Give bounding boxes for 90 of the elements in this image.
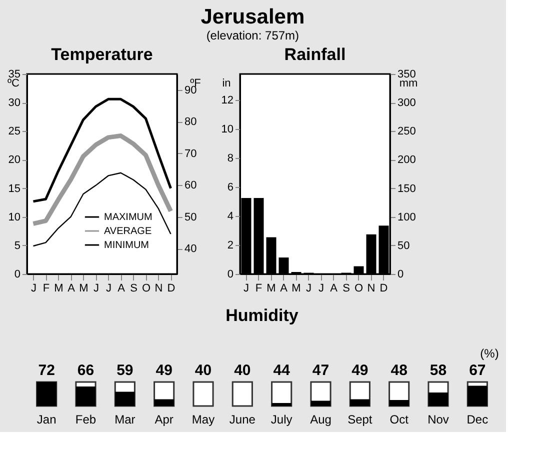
y-tick-label: 20 [8,154,20,166]
x-tick-label: N [154,282,163,294]
data-label: 59 [116,362,134,379]
x-tick-label: J [306,282,312,294]
y-axis-title: ºC [8,78,20,90]
data-label: 47 [312,362,330,379]
y2-tick-label: 40 [184,243,197,256]
y-tick-label: 2 [227,239,234,252]
legend-label: MINIMUM [104,240,149,251]
category-label: Apr [154,412,174,426]
data-label: 40 [234,362,251,379]
data-label: 66 [77,362,94,379]
y2-tick-label: 150 [398,182,416,195]
y-tick-label: 0 [227,268,234,280]
y-tick-label: 10 [221,123,234,136]
line-series [32,172,172,247]
category-label: July [270,412,292,426]
x-tick-label: S [130,282,138,294]
x-tick-label: N [367,282,376,294]
data-label: 44 [273,362,291,379]
data-label: 49 [156,362,172,379]
y-tick-label: 30 [8,97,20,110]
category-label: Sept [348,412,373,426]
x-tick-label: J [318,282,324,294]
line-series [31,133,173,226]
category-label: Mar [114,412,136,426]
y2-tick-label: 0 [398,268,404,280]
x-tick-label: O [354,282,364,294]
chart-title: Temperature [51,45,153,64]
x-tick-label: M [266,282,276,294]
y-tick-label: 8 [227,152,234,164]
data-label: 48 [390,362,408,379]
category-label: Jan [36,412,56,426]
y-tick-label: 4 [227,210,234,222]
y-tick-label: 0 [14,268,20,280]
y-tick-label: 15 [8,182,20,195]
x-tick-label: A [280,282,288,294]
x-tick-label: J [31,282,36,294]
y-axis-title: in [222,78,231,90]
y2-tick-label: 300 [398,97,416,110]
data-label: 67 [469,362,486,379]
category-label: Nov [428,412,449,426]
y2-tick-label: 60 [184,180,197,192]
x-tick-label: M [79,282,88,294]
y2-tick-label: 250 [398,126,416,138]
x-tick-label: A [118,282,126,294]
legend-label: AVERAGE [104,226,152,237]
y2-tick-label: 100 [398,211,416,224]
text: Jerusalem [200,5,305,28]
x-tick-label: D [167,282,176,294]
x-tick-label: J [106,282,112,294]
data-label: 72 [38,362,55,379]
y-tick-label: 12 [221,94,234,106]
line-series [32,98,172,203]
category-label: Dec [466,412,488,426]
x-tick-label: A [330,282,338,294]
x-tick-label: M [54,282,64,294]
data-label: 40 [194,362,212,379]
x-tick-label: J [94,282,99,294]
y2-tick-label: 80 [184,116,197,128]
y-tick-label: 5 [14,240,20,252]
y-tick-label: 25 [8,126,20,138]
text: Humidity [226,306,299,325]
text: (%) [480,346,499,360]
x-tick-label: A [68,282,76,294]
y2-tick-label: 350 [398,68,416,80]
x-tick-label: O [142,282,151,294]
data-label: 58 [430,362,447,379]
category-label: Feb [75,412,96,426]
x-tick-label: J [244,282,249,294]
y2-tick-label: 50 [184,211,197,224]
x-tick-label: M [292,282,301,294]
y2-tick-label: 50 [398,240,410,252]
y2-tick-label: 70 [184,148,197,160]
legend-label: MAXIMUM [104,212,152,223]
x-tick-label: F [255,282,262,294]
x-tick-label: D [380,282,388,294]
category-label: Aug [310,412,332,426]
data-label: 49 [352,362,368,379]
category-label: June [229,412,256,426]
x-tick-label: F [42,282,50,294]
y-tick-label: 6 [227,181,234,194]
text: (elevation: 757m) [206,28,300,42]
chart-title: Rainfall [284,45,346,64]
category-label: May [192,412,215,426]
y-tick-label: 10 [8,211,20,224]
category-label: Oct [390,412,410,426]
x-tick-label: S [342,282,350,294]
y2-tick-label: 200 [398,154,416,166]
y2-axis-title: mm [399,78,418,90]
